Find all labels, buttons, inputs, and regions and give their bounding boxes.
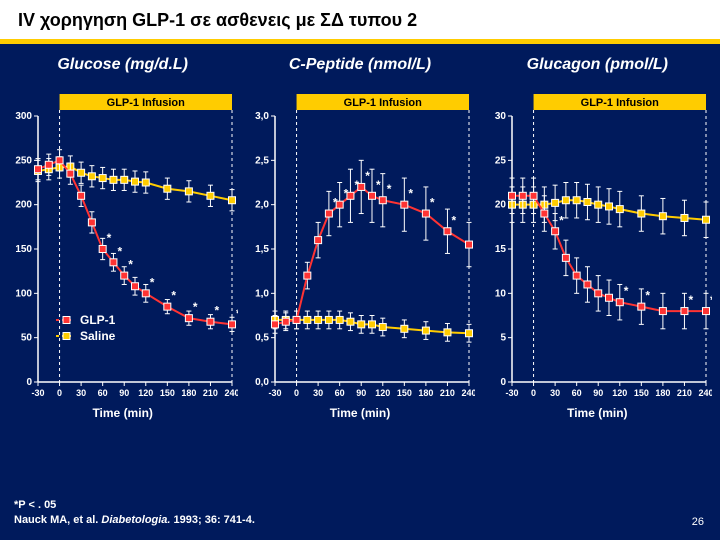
svg-text:30: 30: [313, 388, 323, 398]
svg-text:*: *: [430, 196, 435, 210]
svg-text:*: *: [408, 187, 413, 201]
svg-text:*: *: [236, 306, 238, 320]
svg-text:240: 240: [461, 388, 475, 398]
citation-rest: 1993; 36: 741-4.: [170, 514, 254, 526]
svg-text:250: 250: [15, 155, 32, 166]
svg-text:0,5: 0,5: [255, 333, 269, 344]
svg-text:*: *: [106, 231, 111, 245]
svg-text:150: 150: [634, 388, 649, 398]
svg-text:*: *: [128, 258, 133, 272]
x-axis-label: Time (min): [92, 406, 152, 420]
panel-title: Glucagon (pmol/L): [527, 56, 668, 74]
svg-text:90: 90: [356, 388, 366, 398]
panel-title: C-Peptide (nmol/L): [289, 56, 431, 74]
panel-cpeptide: C-Peptide (nmol/L) GLP-1 Infusion 0,0 0,5 1…: [241, 50, 478, 420]
svg-text:*: *: [559, 213, 564, 227]
svg-text:100: 100: [15, 288, 32, 299]
x-axis-label: Time (min): [567, 406, 627, 420]
svg-text:*: *: [365, 169, 370, 183]
svg-text:GLP-1 Infusion: GLP-1 Infusion: [106, 97, 185, 109]
plot-glucagon: GLP-1 Infusion051015202530-3003060901201…: [482, 82, 712, 402]
svg-text:*: *: [376, 178, 381, 192]
svg-text:30: 30: [495, 111, 507, 122]
svg-text:50: 50: [21, 333, 33, 344]
svg-text:300: 300: [15, 111, 32, 122]
svg-text:150: 150: [397, 388, 412, 398]
citation-authors: Nauck MA, et al.: [14, 514, 101, 526]
svg-text:10: 10: [495, 288, 507, 299]
svg-text:210: 210: [440, 388, 455, 398]
svg-text:240: 240: [224, 388, 238, 398]
svg-text:GLP-1 Infusion: GLP-1 Infusion: [344, 97, 423, 109]
page-number: 26: [692, 516, 704, 528]
svg-text:210: 210: [203, 388, 218, 398]
svg-text:2,0: 2,0: [255, 200, 269, 211]
svg-text:120: 120: [613, 388, 628, 398]
svg-text:0: 0: [294, 388, 299, 398]
svg-text:3,0: 3,0: [255, 111, 269, 122]
panel-glucose: Glucose (mg/d.L) GLP-1 Infusion 0 50 100 150…: [4, 50, 241, 420]
svg-text:0: 0: [57, 388, 62, 398]
slide-title: IV χορηγηση GLP-1 σε ασθενεις με ΣΔ τυπο…: [0, 0, 720, 44]
svg-text:-30: -30: [31, 388, 44, 398]
svg-text:200: 200: [15, 200, 32, 211]
svg-text:0,0: 0,0: [255, 377, 269, 388]
svg-text:0: 0: [501, 377, 507, 388]
svg-text:*: *: [149, 275, 154, 289]
pvalue-note: *P < . 05: [14, 499, 56, 511]
chart-panels: Glucose (mg/d.L) GLP-1 Infusion050100150…: [0, 44, 720, 420]
svg-text:30: 30: [550, 388, 560, 398]
svg-text:*: *: [646, 289, 651, 303]
panel-glucagon: Glucagon (pmol/L) GLP-1 Infusion 0 5 10 15 20…: [479, 50, 716, 420]
svg-text:Saline: Saline: [80, 329, 116, 343]
svg-text:25: 25: [495, 155, 507, 166]
panel-title: Glucose (mg/d.L): [57, 56, 188, 74]
svg-text:60: 60: [335, 388, 345, 398]
footnote: *P < . 05 Nauck MA, et al. Diabetologia.…: [14, 498, 255, 528]
svg-text:*: *: [193, 300, 198, 314]
svg-text:20: 20: [495, 200, 507, 211]
plot-cpeptide: GLP-1 Infusion 0,0 0,5 1,0 1,5 2,0 2,5 3,0 -30 0 3…: [245, 82, 475, 402]
svg-text:0: 0: [26, 377, 32, 388]
citation-journal: Diabetologia.: [101, 514, 170, 526]
svg-text:120: 120: [138, 388, 153, 398]
svg-text:90: 90: [594, 388, 604, 398]
svg-text:*: *: [710, 293, 712, 307]
svg-text:180: 180: [656, 388, 671, 398]
svg-text:-30: -30: [506, 388, 519, 398]
x-axis-label: Time (min): [330, 406, 390, 420]
svg-text:*: *: [214, 304, 219, 318]
svg-text:5: 5: [501, 333, 507, 344]
svg-text:150: 150: [15, 244, 32, 255]
svg-text:60: 60: [97, 388, 107, 398]
svg-text:1,5: 1,5: [255, 244, 269, 255]
svg-text:60: 60: [572, 388, 582, 398]
svg-text:2,5: 2,5: [255, 155, 269, 166]
svg-text:240: 240: [699, 388, 713, 398]
svg-text:*: *: [171, 289, 176, 303]
svg-text:-30: -30: [268, 388, 281, 398]
svg-text:*: *: [117, 244, 122, 258]
svg-text:120: 120: [375, 388, 390, 398]
svg-text:GLP-1 Infusion: GLP-1 Infusion: [581, 97, 660, 109]
svg-text:180: 180: [418, 388, 433, 398]
svg-text:*: *: [451, 213, 456, 227]
svg-text:150: 150: [159, 388, 174, 398]
svg-text:90: 90: [119, 388, 129, 398]
svg-text:30: 30: [76, 388, 86, 398]
plot-glucose: GLP-1 Infusion050100150200250300-3003060…: [8, 82, 238, 402]
svg-text:1,0: 1,0: [255, 288, 269, 299]
svg-text:*: *: [624, 284, 629, 298]
svg-text:*: *: [387, 182, 392, 196]
svg-text:15: 15: [495, 244, 507, 255]
svg-text:*: *: [689, 293, 694, 307]
svg-text:0: 0: [531, 388, 536, 398]
svg-text:180: 180: [181, 388, 196, 398]
svg-text:GLP-1: GLP-1: [80, 313, 116, 327]
svg-text:210: 210: [677, 388, 692, 398]
